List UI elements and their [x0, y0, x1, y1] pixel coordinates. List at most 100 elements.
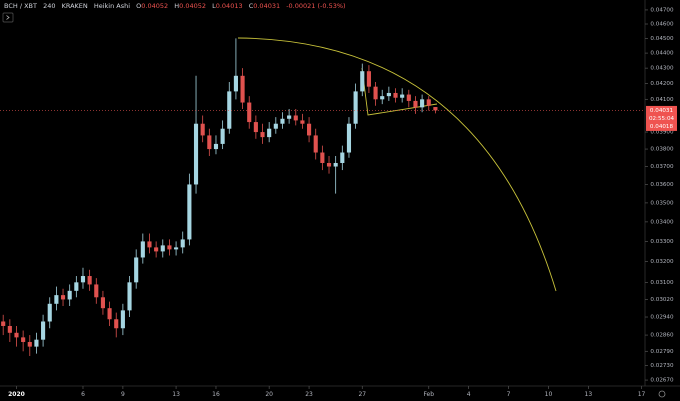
y-tick-label: 0.03600 — [650, 182, 674, 188]
x-tick-label: 6 — [81, 391, 85, 398]
candle-body — [187, 184, 192, 240]
candle-body — [154, 247, 159, 252]
candle-body — [253, 122, 258, 133]
candle-body — [127, 282, 132, 311]
candle-body — [273, 123, 278, 129]
y-tick-label: 0.04500 — [650, 36, 674, 42]
candle-body — [147, 241, 152, 248]
candle-body — [280, 118, 285, 124]
symbol-header: BCH / XBT 240 KRAKEN Heikin Ashi O 0.0405… — [4, 2, 350, 10]
candle-body — [333, 162, 338, 167]
countdown: 02:55:04 — [649, 116, 675, 122]
candle-body — [54, 295, 59, 304]
candle-body — [160, 245, 165, 252]
candle-body — [293, 115, 298, 121]
y-tick-label: 0.04100 — [650, 97, 674, 103]
y-tick-label: 0.04600 — [650, 22, 674, 28]
candle-body — [107, 308, 112, 320]
symbol[interactable]: BCH / XBT — [4, 2, 37, 10]
y-tick-label: 0.03500 — [650, 200, 674, 206]
candle-body — [174, 247, 179, 250]
y-tick-label: 0.02940 — [650, 315, 674, 321]
candle-body — [287, 115, 292, 119]
candle-body — [373, 86, 378, 100]
change: -0.00021 (-0.53%) — [286, 2, 346, 10]
candle-body — [300, 120, 305, 124]
collapse-icon — [6, 15, 10, 20]
candle-body — [406, 94, 411, 101]
x-tick-label: 10 — [545, 391, 553, 398]
y-tick-label: 0.02860 — [650, 333, 674, 339]
settings-icon[interactable] — [658, 390, 666, 398]
x-tick-label: 27 — [358, 391, 366, 398]
candle-body — [207, 135, 212, 150]
candle-body — [134, 257, 139, 283]
x-tick-label: 13 — [172, 391, 180, 398]
candle-body — [200, 123, 205, 136]
x-tick-label: 23 — [305, 391, 313, 398]
y-tick-label: 0.04300 — [650, 66, 674, 72]
ohlc-key: L — [212, 2, 216, 10]
candle-body — [34, 339, 39, 347]
interval[interactable]: 240 — [43, 2, 56, 10]
y-tick-label: 0.03300 — [650, 239, 674, 245]
ohlc-value: 0.04031 — [253, 2, 281, 10]
candle-body — [74, 282, 79, 291]
candle-body — [14, 332, 19, 338]
y-tick-label: 0.03400 — [650, 219, 674, 225]
candle-body — [393, 92, 398, 98]
ohlc-value: 0.04052 — [179, 2, 207, 10]
candle-body — [41, 321, 46, 340]
candle-body — [233, 75, 238, 92]
candle-body — [80, 276, 86, 283]
price-label: 0.04031 — [650, 108, 674, 114]
candle-body — [320, 152, 325, 163]
x-tick-label: 7 — [507, 391, 511, 398]
y-tick-label: 0.02790 — [650, 349, 674, 355]
exchange: KRAKEN — [61, 2, 88, 10]
candle-body — [114, 319, 119, 329]
y-tick-label: 0.03100 — [650, 280, 674, 286]
candle-body — [60, 295, 66, 300]
y-tick-label: 0.03200 — [650, 259, 674, 265]
candle-body — [1, 321, 6, 326]
y-tick-label: 0.04700 — [650, 7, 674, 13]
candle-body — [100, 297, 105, 309]
ohlc-value: 0.04013 — [215, 2, 243, 10]
candle-body — [193, 123, 199, 185]
candle-body — [420, 99, 425, 108]
collapse-button[interactable] — [2, 12, 14, 23]
y-tick-label: 0.03020 — [650, 297, 674, 303]
candle-body — [353, 91, 358, 124]
candle-body — [360, 71, 365, 92]
candle-body — [27, 341, 32, 347]
candle-body — [400, 94, 405, 98]
y-tick-label: 0.02730 — [650, 363, 674, 369]
x-tick-label: 13 — [585, 391, 593, 398]
candle-body — [220, 128, 225, 144]
x-tick-label: 17 — [638, 391, 646, 398]
y-tick-label: 0.03900 — [650, 130, 674, 136]
price-label: 0.04018 — [650, 124, 674, 130]
candle-body — [313, 135, 318, 153]
y-tick-label: 0.04200 — [650, 81, 674, 87]
candle-body — [240, 75, 245, 103]
x-tick-label: 4 — [467, 391, 471, 398]
candle-body — [167, 245, 172, 250]
x-tick-label: 2020 — [8, 391, 25, 398]
ohlc-key: O — [136, 2, 142, 10]
candle-body — [346, 123, 352, 153]
candle-body — [227, 91, 232, 129]
candle-body — [433, 107, 438, 111]
x-tick-label: Feb — [423, 391, 434, 398]
candle-body — [140, 241, 145, 258]
candle-body — [260, 132, 265, 138]
ohlc-key: C — [248, 2, 254, 10]
y-tick-label: 0.03700 — [650, 164, 674, 170]
candle-body — [94, 284, 99, 298]
chart-style: Heikin Ashi — [93, 2, 131, 10]
x-tick-label: 16 — [212, 391, 220, 398]
